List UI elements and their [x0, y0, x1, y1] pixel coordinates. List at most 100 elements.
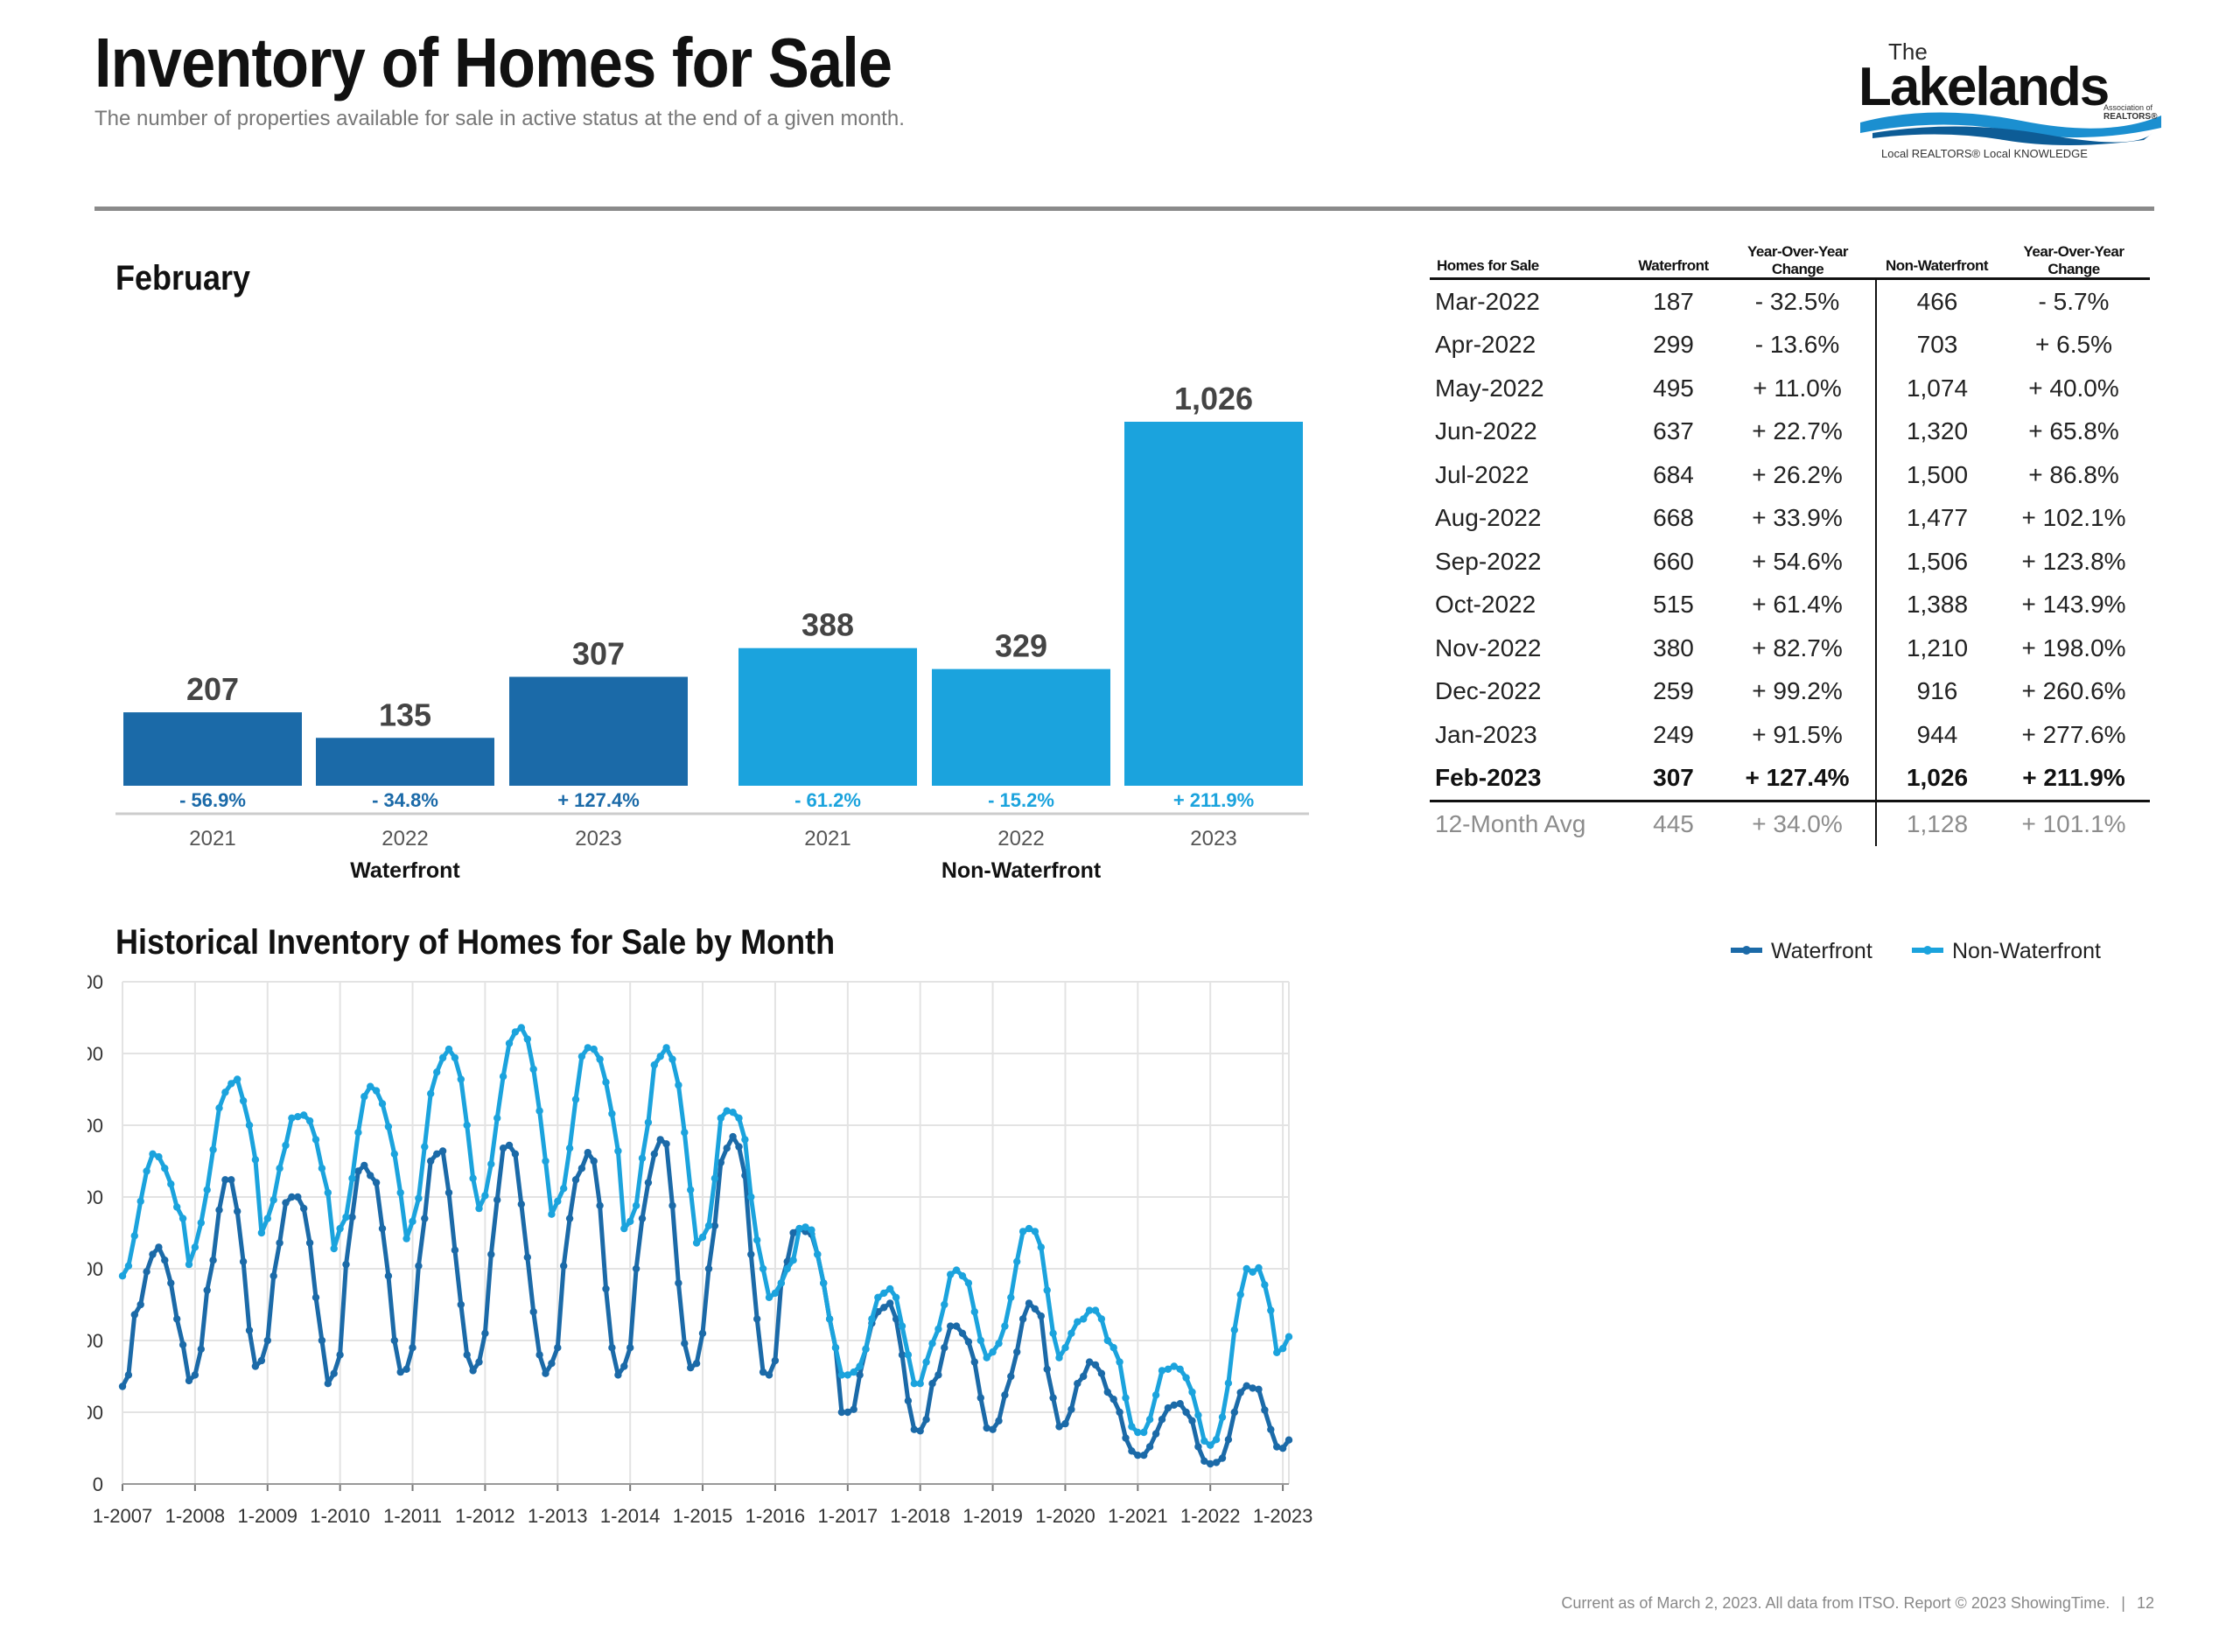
data-point — [1236, 1389, 1244, 1396]
data-point — [886, 1284, 894, 1293]
data-point — [463, 1121, 471, 1130]
data-point — [1224, 1436, 1233, 1444]
bar-0-0 — [123, 712, 302, 786]
data-point — [1194, 1411, 1202, 1419]
data-point — [511, 1028, 520, 1036]
data-point — [814, 1250, 822, 1258]
logo-name: Lakelands — [1858, 57, 2108, 117]
data-point — [698, 1233, 707, 1242]
data-point — [136, 1197, 144, 1206]
data-point — [1068, 1405, 1075, 1413]
data-point — [457, 1075, 465, 1083]
data-point — [1200, 1437, 1208, 1445]
table-header-row: Homes for Sale Waterfront Year-Over-Year… — [1430, 243, 2150, 281]
table-cell: 916 — [1875, 669, 1998, 714]
data-point — [656, 1053, 664, 1060]
table-row: 12-Month Avg 445 + 34.0% 1,128 + 101.1% — [1430, 800, 2150, 846]
x-tick-label: 1-2016 — [746, 1505, 806, 1527]
data-point — [1013, 1348, 1021, 1356]
table-cell: + 26.2% — [1752, 460, 1843, 488]
table-cell: - 13.6% — [1754, 331, 1840, 359]
data-point — [753, 1236, 761, 1244]
data-point — [378, 1224, 387, 1233]
data-point — [1031, 1305, 1040, 1313]
data-point — [1152, 1391, 1160, 1399]
data-point — [318, 1165, 326, 1172]
data-point — [451, 1054, 459, 1062]
bar-change-label: - 61.2% — [794, 789, 861, 811]
data-point — [288, 1114, 296, 1122]
data-point — [118, 1382, 127, 1390]
data-point — [433, 1150, 441, 1158]
data-point — [928, 1380, 936, 1388]
bar-change-label: - 56.9% — [179, 789, 246, 811]
data-point — [850, 1405, 858, 1413]
bar-value-label: 1,026 — [1174, 381, 1253, 416]
data-point — [185, 1260, 193, 1269]
data-point — [234, 1075, 242, 1083]
data-point — [1273, 1348, 1281, 1356]
table-cell: + 33.9% — [1752, 504, 1843, 532]
bar-change-label: - 15.2% — [988, 789, 1054, 811]
data-point — [1122, 1434, 1130, 1442]
data-point — [481, 1192, 489, 1200]
data-point — [318, 1336, 326, 1345]
bar-change-label: + 127.4% — [557, 789, 640, 811]
data-point — [989, 1348, 997, 1356]
data-point — [438, 1147, 447, 1155]
data-point — [578, 1053, 586, 1060]
data-point — [825, 1315, 834, 1323]
data-point — [560, 1185, 568, 1193]
data-point — [808, 1226, 816, 1234]
data-point — [239, 1096, 248, 1105]
data-point — [245, 1326, 254, 1334]
x-tick-label: 1-2013 — [528, 1505, 588, 1527]
data-point — [221, 1088, 229, 1096]
data-point — [257, 1228, 266, 1237]
data-point — [771, 1289, 780, 1298]
data-point — [548, 1210, 556, 1218]
data-point — [276, 1239, 284, 1247]
data-point — [704, 1264, 713, 1273]
data-point — [1074, 1380, 1082, 1388]
data-point — [548, 1360, 556, 1368]
historical-section-title: Historical Inventory of Homes for Sale b… — [116, 923, 836, 962]
table-cell: 249 — [1653, 720, 1694, 748]
data-point — [143, 1268, 150, 1276]
data-point — [1249, 1268, 1256, 1276]
data-point — [1267, 1425, 1275, 1433]
legend-marker — [1923, 946, 1932, 955]
x-tick-label: 1-2015 — [673, 1505, 733, 1527]
data-point — [1074, 1318, 1082, 1326]
data-point — [342, 1213, 350, 1222]
table-cell: 299 — [1653, 331, 1694, 359]
data-point — [475, 1204, 483, 1213]
data-point — [245, 1121, 254, 1130]
data-point — [1218, 1413, 1227, 1421]
data-point — [324, 1188, 332, 1197]
data-point — [409, 1217, 416, 1226]
data-point — [1037, 1243, 1046, 1251]
data-point — [1278, 1445, 1287, 1452]
data-point — [668, 1055, 676, 1063]
data-point — [1207, 1460, 1214, 1468]
data-point — [300, 1111, 308, 1119]
data-point — [360, 1093, 368, 1101]
data-point — [1031, 1228, 1040, 1236]
data-point — [118, 1272, 127, 1280]
data-point — [554, 1344, 562, 1352]
data-point — [367, 1082, 374, 1090]
data-point — [1037, 1312, 1046, 1320]
data-point — [904, 1396, 913, 1405]
table-header-waterfront: Waterfront — [1628, 243, 1719, 281]
data-point — [1164, 1404, 1172, 1412]
bar-value-label: 388 — [802, 607, 854, 643]
footer: Current as of March 2, 2023. All data fr… — [1561, 1594, 2154, 1613]
bar-category-label: 2021 — [189, 827, 235, 850]
x-tick-label: 1-2008 — [165, 1505, 226, 1527]
table-cell: 1,388 — [1875, 583, 1998, 627]
data-point — [590, 1045, 598, 1054]
data-point — [1085, 1306, 1094, 1314]
legend-marker — [1742, 946, 1751, 955]
data-point — [820, 1279, 828, 1287]
